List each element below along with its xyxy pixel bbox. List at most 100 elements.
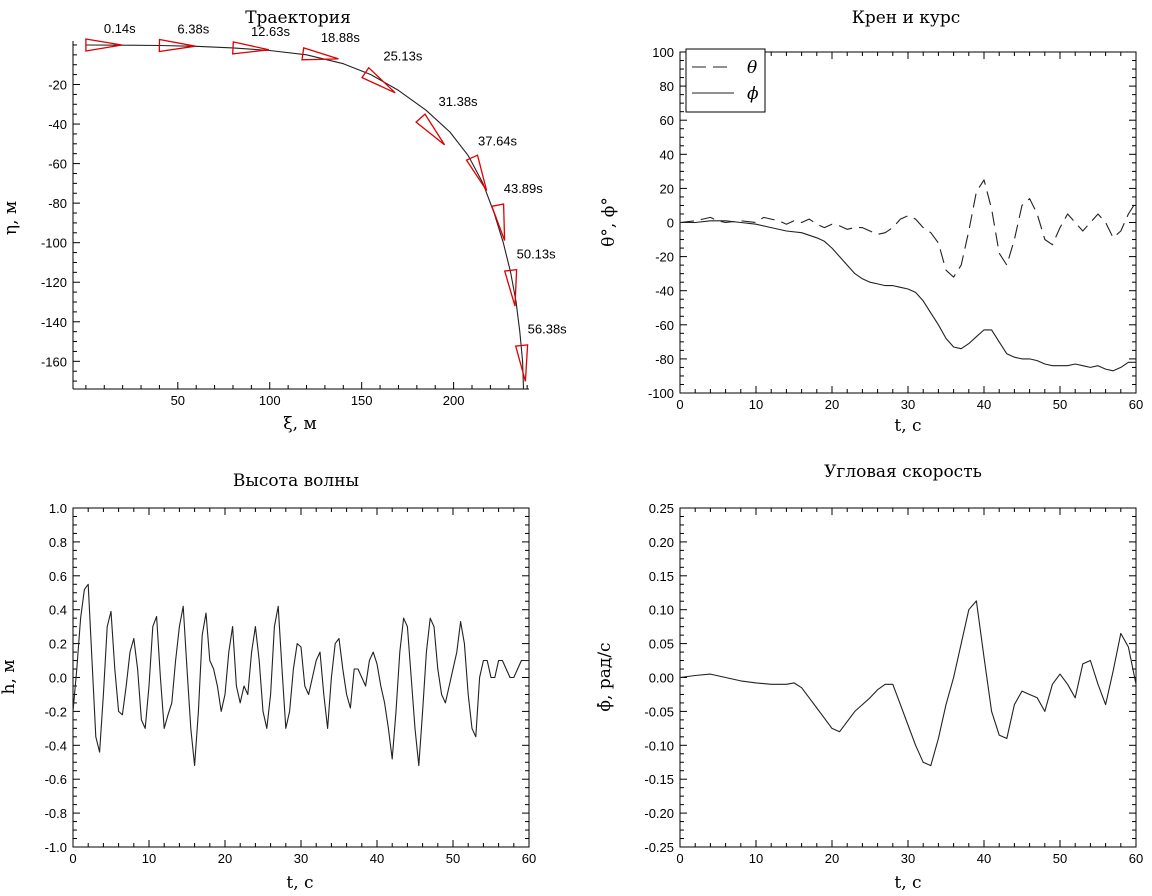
y-tick-label: -0.10 (644, 738, 674, 753)
time-label: 12.63s (251, 24, 291, 39)
series-line-0 (85, 44, 525, 390)
wave-height-title: Высота волны (233, 471, 359, 491)
boat-marker-icon (465, 154, 488, 191)
y-tick-label: 0.20 (649, 535, 674, 550)
boat-marker-icon (514, 344, 529, 382)
x-tick-label: 30 (294, 851, 308, 866)
y-tick-label: 0.2 (49, 637, 67, 652)
trajectory-xlabel: ξ, м (283, 414, 316, 434)
y-tick-label: -140 (41, 315, 67, 330)
x-tick-label: 0 (676, 397, 683, 412)
x-tick-label: 10 (749, 851, 763, 866)
plot-frame (679, 507, 1137, 848)
x-tick-label: 10 (142, 851, 156, 866)
time-label: 56.38s (528, 322, 568, 337)
angular-rate-plot-area: 0 10 20 30 40 50 60 0.25 0.20 0.15 0.10 0.05 0.00 -0.… (644, 501, 1143, 866)
roll-heading-ylabel: θ°, ϕ° (599, 197, 619, 247)
x-tick-label: 50 (446, 851, 460, 866)
y-tick-label: -120 (41, 275, 67, 290)
y-tick-label: 80 (660, 79, 674, 94)
boat-marker-icon (85, 38, 123, 52)
y-tick-label: 0.00 (649, 671, 674, 686)
y-tick-label: -0.8 (45, 806, 67, 821)
angular-rate-xlabel: t, с (894, 873, 921, 893)
y-tick-label: -160 (41, 354, 67, 369)
boat-marker-icon (232, 41, 270, 55)
legend-entry: θ (747, 58, 757, 78)
y-tick-label: 0.4 (49, 603, 67, 618)
y-tick-label: -60 (655, 318, 674, 333)
boat-marker-icon (361, 66, 396, 94)
y-tick-label: 100 (652, 45, 674, 60)
y-tick-label: -0.05 (644, 704, 674, 719)
y-tick-label: 20 (660, 181, 674, 196)
x-tick-label: 10 (749, 397, 763, 412)
y-tick-label: -20 (655, 250, 674, 265)
legend-box (685, 48, 766, 113)
x-tick-label: 40 (977, 397, 991, 412)
wave-height-panel: Высота волны t, с h, м 0 10 20 30 40 50 601.00… (0, 471, 536, 893)
y-tick-label: -100 (648, 386, 674, 401)
boat-marker-icon (158, 38, 196, 53)
y-tick-label: 0.6 (49, 569, 67, 584)
y-tick-label: 1.0 (49, 501, 67, 516)
y-tick-label: -0.20 (644, 806, 674, 821)
x-tick-label: 50 (171, 393, 185, 408)
wave-height-ylabel: h, м (0, 660, 19, 695)
time-label: 25.13s (383, 49, 423, 64)
plot-frame (72, 507, 530, 848)
x-tick-label: 20 (218, 851, 232, 866)
x-tick-label: 40 (370, 851, 384, 866)
x-tick-label: 20 (825, 851, 839, 866)
roll-heading-title: Крен и курс (852, 8, 961, 28)
y-tick-label: -60 (48, 157, 67, 172)
boat-marker-icon (491, 203, 506, 241)
y-tick-label: -0.25 (644, 840, 674, 855)
y-tick-label: 0.10 (649, 603, 674, 618)
time-label: 0.14s (104, 21, 136, 36)
series-line-0 (679, 600, 1137, 767)
wave-height-plot-area: 0 10 20 30 40 50 60 1.0 0.8 0.6 0.4 0.2 0.0 -0.2 -0.4 -… (45, 501, 537, 866)
time-label: 6.38s (177, 22, 209, 37)
y-tick-label: -0.6 (45, 772, 67, 787)
x-tick-label: 50 (1053, 397, 1067, 412)
x-tick-label: 60 (1129, 851, 1143, 866)
roll-heading-xlabel: t, с (894, 416, 921, 436)
boat-marker-icon (415, 113, 446, 146)
y-tick-label: -40 (655, 284, 674, 299)
x-tick-label: 30 (901, 851, 915, 866)
y-tick-label: 0.15 (649, 569, 674, 584)
series-line-theta (679, 179, 1137, 278)
legend-entry: ϕ (747, 84, 759, 104)
x-tick-label: 0 (676, 851, 683, 866)
y-tick-label: -40 (48, 117, 67, 132)
x-tick-label: 60 (1129, 397, 1143, 412)
boat-marker-icon (503, 268, 518, 307)
angular-rate-title: Угловая скорость (824, 462, 982, 482)
roll-heading-plot-area: 0 10 20 30 40 50 60 100 80 60 40 20 0 -20 -40 -60 -80 -10… (648, 45, 1143, 412)
series-line-phi (680, 220, 1136, 372)
x-tick-label: 40 (977, 851, 991, 866)
y-tick-label: 0.25 (649, 501, 674, 516)
series-line-0 (72, 583, 529, 767)
y-tick-label: -0.2 (45, 704, 67, 719)
y-tick-label: -0.15 (644, 772, 674, 787)
trajectory-panel: Траектория ξ, м η, м 50 100 150 200 -20 -40 -6… (1, 8, 567, 434)
trajectory-plot-area: 50 100 150 200 -20 -40 -60 -80 -100 -120 -140 -160 0… (41, 21, 567, 408)
x-tick-label: 60 (522, 851, 536, 866)
time-label: 43.89s (504, 181, 544, 196)
y-tick-label: -80 (48, 196, 67, 211)
angular-rate-panel: Угловая скорость t, с ϕ̇, рад/с 0 10 20 30 4… (595, 462, 1143, 893)
angular-rate-ylabel: ϕ̇, рад/с (595, 642, 615, 711)
x-tick-label: 200 (443, 393, 465, 408)
y-tick-label: 60 (660, 113, 674, 128)
y-tick-label: -80 (655, 352, 674, 367)
time-label: 18.88s (321, 30, 361, 45)
y-tick-label: -1.0 (45, 840, 67, 855)
trajectory-ylabel: η, м (1, 201, 21, 235)
x-tick-label: 30 (901, 397, 915, 412)
y-tick-label: 0.05 (649, 637, 674, 652)
y-tick-label: 0.0 (49, 671, 67, 686)
x-tick-label: 50 (1053, 851, 1067, 866)
